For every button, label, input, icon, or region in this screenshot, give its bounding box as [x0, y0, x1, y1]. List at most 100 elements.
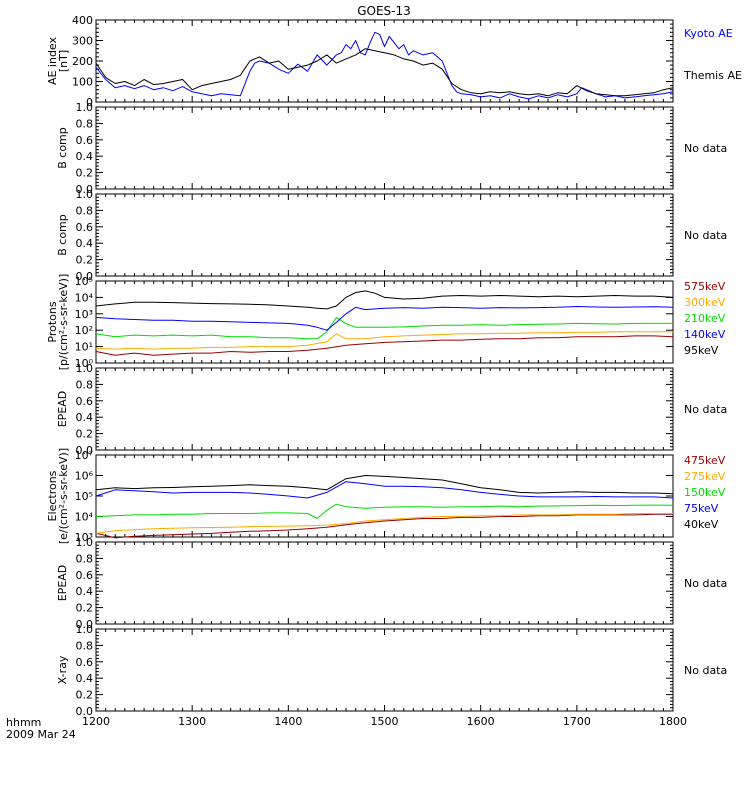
series-line-themis-ae: [95, 48, 674, 97]
panel-b1: 0.0 0.2 0.4 0.6 0.8 1.0 B comp No data: [56, 101, 727, 196]
y-tick-label: 0.6: [76, 395, 94, 408]
panel-frame: [95, 367, 674, 451]
legend-label: 210keV: [684, 312, 726, 325]
panel-electrons: 10³ 10⁴ 10⁵ 10⁶ 10⁷ Electrons[e/(cm²-s-sr-keV…: [46, 448, 726, 544]
y-tick-label: 10⁴: [75, 291, 94, 304]
y-axis-label: Electrons: [46, 470, 59, 521]
y-tick-label: 10⁶: [75, 470, 94, 483]
y-tick-label: 10⁴: [75, 511, 94, 524]
y-tick-label: 1.0: [76, 536, 94, 549]
y-tick-label: 1.0: [76, 101, 94, 114]
y-tick-label: 400: [72, 14, 93, 27]
y-tick-label: 1.0: [76, 362, 94, 375]
x-tick-label: 1600: [467, 715, 495, 728]
panel-ae: 0 100 200 300 400 AE index[nT] Kyoto AE Themis …: [46, 14, 742, 109]
y-tick-label: 0.6: [76, 656, 94, 669]
y-tick-label: 0.4: [76, 585, 94, 598]
no-data-label: No data: [684, 142, 727, 155]
legend-label: 75keV: [684, 502, 719, 515]
y-tick-label: 10²: [75, 324, 93, 337]
y-tick-label: 100: [72, 76, 93, 89]
y-tick-label: 0.2: [76, 602, 94, 615]
y-tick-label: 10³: [75, 531, 93, 544]
y-tick-label: 300: [72, 35, 93, 48]
y-axis-label: [p/(cm²-s-sr-keV)]: [57, 274, 70, 371]
y-tick-label: 10⁷: [75, 449, 93, 462]
series-line-140kev: [95, 306, 674, 331]
y-tick-label: 0.2: [76, 167, 94, 180]
x-tick-label: 1700: [563, 715, 591, 728]
y-tick-label: 0: [86, 96, 93, 109]
panel-frame: [95, 280, 674, 364]
y-tick-label: 0.0: [76, 618, 94, 631]
y-tick-label: 0.0: [76, 444, 94, 457]
panel-frame: [95, 628, 674, 712]
x-tick-label: 1800: [659, 715, 687, 728]
panel-stack: 0 100 200 300 400 AE index[nT] Kyoto AE Themis …: [46, 14, 742, 728]
y-tick-label: 0.4: [76, 237, 94, 250]
legend-label: 40keV: [684, 518, 719, 531]
panel-frame: [95, 454, 674, 538]
y-tick-label: 0.4: [76, 150, 94, 163]
panel-epead1: 0.0 0.2 0.4 0.6 0.8 1.0 EPEAD No data: [56, 362, 727, 457]
series-line-300kev: [95, 331, 673, 350]
legend-label: Themis AE: [683, 69, 742, 82]
y-tick-label: 1.0: [76, 623, 94, 636]
y-tick-label: 0.4: [76, 672, 94, 685]
series-line-40kev: [95, 475, 674, 495]
y-axis-label: EPEAD: [56, 391, 69, 428]
legend-label: 140keV: [684, 328, 726, 341]
x-tick-label: 1400: [274, 715, 302, 728]
y-tick-label: 0.2: [76, 689, 94, 702]
panel-frame: [95, 106, 674, 190]
y-axis-label: [nT]: [57, 50, 70, 72]
y-tick-label: 0.8: [76, 552, 94, 565]
y-tick-label: 0.4: [76, 411, 94, 424]
x-tick-label: 1500: [371, 715, 399, 728]
x-tick-label: 1200: [82, 715, 110, 728]
y-tick-label: 10⁰: [75, 357, 94, 370]
y-axis-label: B comp: [56, 214, 69, 256]
y-tick-label: 1.0: [76, 188, 94, 201]
y-tick-label: 10¹: [75, 341, 93, 354]
y-tick-label: 0.8: [76, 117, 94, 130]
legend-label: 300keV: [684, 296, 726, 309]
series-line-275kev: [95, 513, 673, 534]
legend-label: 150keV: [684, 486, 726, 499]
x-tick-label: 1300: [178, 715, 206, 728]
y-tick-label: 0.2: [76, 254, 94, 267]
y-tick-label: 0.2: [76, 428, 94, 441]
y-axis-label: X-ray: [56, 655, 69, 684]
y-axis-label: B comp: [56, 127, 69, 169]
y-tick-label: 200: [72, 55, 93, 68]
y-axis-label: EPEAD: [56, 565, 69, 602]
y-tick-label: 0.8: [76, 204, 94, 217]
legend-label: Kyoto AE: [684, 27, 733, 40]
series-line-kyoto-ae: [95, 31, 674, 100]
series-line-475kev: [95, 513, 673, 539]
panel-xray: 0.0 0.2 0.4 0.6 0.8 1.0 X-ray 1200 1300 1400 1500 1…: [56, 623, 727, 728]
panel-epead2: 0.0 0.2 0.4 0.6 0.8 1.0 EPEAD No data: [56, 536, 727, 631]
legend-label: 95keV: [684, 344, 719, 357]
series-line-95kev: [95, 290, 674, 310]
date-label: 2009 Mar 24: [6, 728, 76, 741]
y-tick-label: 0.0: [76, 705, 94, 718]
y-axis-label: [e/(cm²-s-sr-keV)]: [57, 448, 70, 544]
y-tick-label: 10⁵: [75, 490, 93, 503]
y-tick-label: 0.0: [76, 270, 94, 283]
no-data-label: No data: [684, 577, 727, 590]
legend-label: 475keV: [684, 454, 726, 467]
y-tick-label: 0.0: [76, 183, 94, 196]
panel-frame: [95, 541, 674, 625]
no-data-label: No data: [684, 229, 727, 242]
no-data-label: No data: [684, 664, 727, 677]
y-tick-label: 0.6: [76, 134, 94, 147]
time-axis-label: hhmm: [6, 716, 41, 729]
no-data-label: No data: [684, 403, 727, 416]
y-tick-label: 0.8: [76, 378, 94, 391]
legend-label: 275keV: [684, 470, 726, 483]
y-tick-label: 0.6: [76, 569, 94, 582]
y-tick-label: 0.6: [76, 221, 94, 234]
series-line-575kev: [95, 335, 674, 356]
